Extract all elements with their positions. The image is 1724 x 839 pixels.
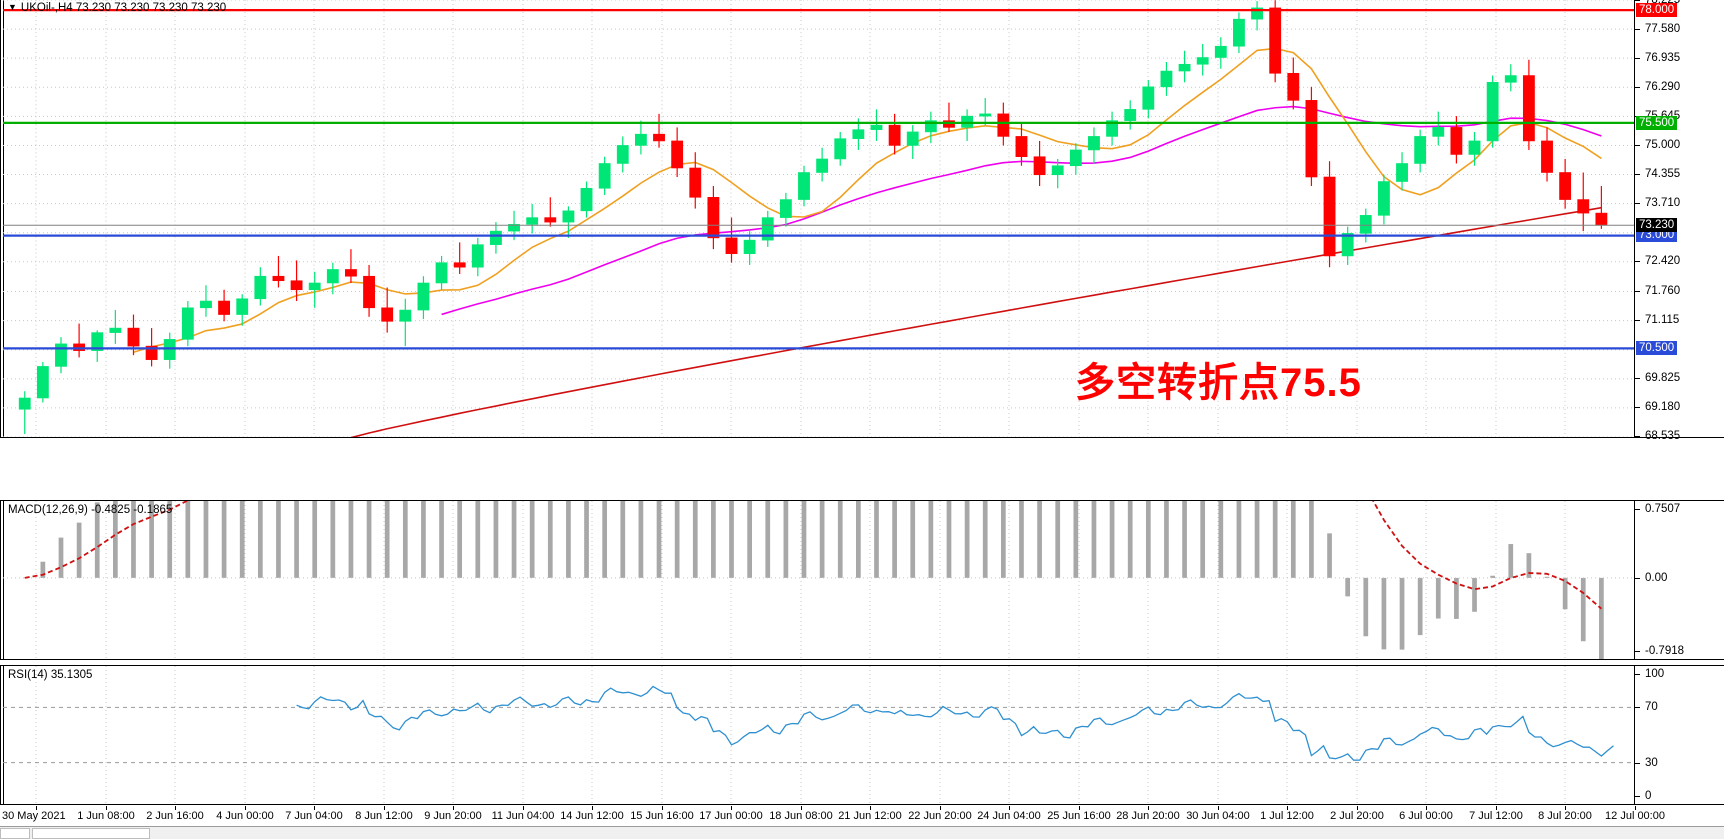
time-axis-label: 2 Jun 16:00 xyxy=(146,810,204,822)
time-tick xyxy=(384,806,385,810)
price-tick-label: 75.000 xyxy=(1635,139,1680,151)
price-candles-svg xyxy=(3,0,1634,437)
macd-tick-label: -0.7918 xyxy=(1635,645,1684,657)
time-axis-label: 1 Jul 12:00 xyxy=(1260,810,1314,822)
time-axis-label: 18 Jun 08:00 xyxy=(769,810,833,822)
macd-caption: MACD(12,26,9) -0.4825 -0.1865 xyxy=(8,504,173,516)
time-axis-label: 7 Jul 12:00 xyxy=(1469,810,1523,822)
time-tick xyxy=(662,806,663,810)
time-axis-label: 24 Jun 04:00 xyxy=(977,810,1041,822)
price-scale[interactable]: 78.22577.58076.93576.29075.64575.00074.3… xyxy=(1634,0,1724,442)
time-axis-label: 30 May 2021 xyxy=(2,810,66,822)
time-axis-label: 12 Jul 00:00 xyxy=(1605,810,1665,822)
price-plot-area[interactable] xyxy=(3,0,1634,437)
time-tick xyxy=(731,806,732,810)
chart-annotation-text: 多空转折点75.5 xyxy=(1075,361,1362,405)
price-tick-label: 74.355 xyxy=(1635,168,1680,180)
rsi-tick-label: 0 xyxy=(1635,790,1651,802)
rsi-left-rail xyxy=(0,666,4,804)
last-price-tag: 73.230 xyxy=(1636,217,1678,232)
time-axis-label: 6 Jul 00:00 xyxy=(1399,810,1453,822)
time-tick xyxy=(1426,806,1427,810)
time-tick xyxy=(1218,806,1219,810)
time-axis-label: 2 Jul 20:00 xyxy=(1330,810,1384,822)
time-axis-label: 4 Jun 00:00 xyxy=(216,810,274,822)
time-axis-label: 17 Jun 00:00 xyxy=(699,810,763,822)
price-level-tag[interactable]: 70.500 xyxy=(1636,340,1678,355)
time-tick xyxy=(523,806,524,810)
time-tick xyxy=(314,806,315,810)
price-tick-label: 69.825 xyxy=(1635,372,1680,384)
price-tick-label: 68.535 xyxy=(1635,430,1680,442)
time-tick xyxy=(1148,806,1149,810)
time-axis-label: 28 Jun 20:00 xyxy=(1116,810,1180,822)
time-tick xyxy=(36,806,37,810)
price-level-tag[interactable]: 75.500 xyxy=(1636,115,1678,130)
price-tick-label: 78.225 xyxy=(1635,0,1680,6)
status-bar[interactable] xyxy=(0,826,1724,839)
macd-panel[interactable]: MACD(12,26,9) -0.4825 -0.1865 0.7507 0.00… xyxy=(0,500,1724,660)
time-axis-label: 15 Jun 16:00 xyxy=(630,810,694,822)
macd-left-rail xyxy=(0,501,4,659)
time-axis-label: 21 Jun 12:00 xyxy=(838,810,902,822)
time-tick xyxy=(453,806,454,810)
price-tick-label: 73.710 xyxy=(1635,197,1680,209)
time-tick xyxy=(1565,806,1566,810)
rsi-plot-area[interactable] xyxy=(3,666,1634,804)
rsi-svg xyxy=(3,666,1634,804)
time-axis-label: 8 Jul 20:00 xyxy=(1538,810,1592,822)
time-axis-label: 22 Jun 20:00 xyxy=(908,810,972,822)
time-tick xyxy=(106,806,107,810)
time-tick xyxy=(1635,806,1636,810)
rsi-tick-label: 70 xyxy=(1635,701,1658,713)
price-tick-label: 72.420 xyxy=(1635,255,1680,267)
rsi-tick-label: 100 xyxy=(1635,668,1664,680)
price-tick-label: 76.935 xyxy=(1635,52,1680,64)
time-tick xyxy=(592,806,593,810)
time-axis-label: 11 Jun 04:00 xyxy=(491,810,555,822)
time-tick xyxy=(245,806,246,810)
time-axis-label: 25 Jun 16:00 xyxy=(1047,810,1111,822)
macd-svg xyxy=(3,501,1634,659)
price-tick-label: 71.760 xyxy=(1635,285,1680,297)
collapse-chevron-icon[interactable]: ▼ xyxy=(8,2,17,12)
macd-plot-area[interactable] xyxy=(3,501,1634,659)
time-axis[interactable]: 30 May 2021 1 Jun 08:00 2 Jun 16:00 4 Jun 0… xyxy=(0,806,1724,828)
rsi-panel[interactable]: RSI(14) 35.1305 100 70 30 0 xyxy=(0,665,1724,805)
price-level-tag[interactable]: 78.000 xyxy=(1636,3,1678,18)
time-tick xyxy=(1009,806,1010,810)
price-tick-label: 69.180 xyxy=(1635,401,1680,413)
time-axis-label: 8 Jun 12:00 xyxy=(355,810,413,822)
time-tick xyxy=(801,806,802,810)
time-axis-label: 9 Jun 20:00 xyxy=(424,810,482,822)
rsi-caption: RSI(14) 35.1305 xyxy=(8,669,93,681)
time-axis-label: 1 Jun 08:00 xyxy=(77,810,135,822)
time-tick xyxy=(940,806,941,810)
price-chart-panel[interactable]: ▼ UKOil-,H4 73.230 73.230 73.230 73.230 多… xyxy=(0,0,1724,442)
rsi-scale[interactable]: 100 70 30 0 xyxy=(1634,666,1724,804)
macd-scale[interactable]: 0.7507 0.00 -0.7918 xyxy=(1634,501,1724,659)
time-axis-label: 14 Jun 12:00 xyxy=(560,810,624,822)
price-tick-label: 77.580 xyxy=(1635,23,1680,35)
time-tick xyxy=(1357,806,1358,810)
macd-tick-label: 0.00 xyxy=(1635,572,1667,584)
time-axis-label: 7 Jun 04:00 xyxy=(285,810,343,822)
price-tick-label: 76.290 xyxy=(1635,81,1680,93)
time-tick xyxy=(1287,806,1288,810)
macd-tick-label: 0.7507 xyxy=(1635,503,1680,515)
price-panel-caption-text: UKOil-,H4 73.230 73.230 73.230 73.230 xyxy=(20,2,227,14)
rsi-tick-label: 30 xyxy=(1635,757,1658,769)
price-panel-caption: ▼ UKOil-,H4 73.230 73.230 73.230 73.230 xyxy=(8,2,226,15)
time-axis-label: 30 Jun 04:00 xyxy=(1186,810,1250,822)
status-segment[interactable] xyxy=(0,828,30,839)
price-tick-label: 71.115 xyxy=(1635,314,1679,326)
time-tick xyxy=(870,806,871,810)
status-segment[interactable] xyxy=(32,828,150,839)
left-axis-rail xyxy=(0,0,4,437)
time-tick xyxy=(1079,806,1080,810)
time-tick xyxy=(175,806,176,810)
time-tick xyxy=(1496,806,1497,810)
